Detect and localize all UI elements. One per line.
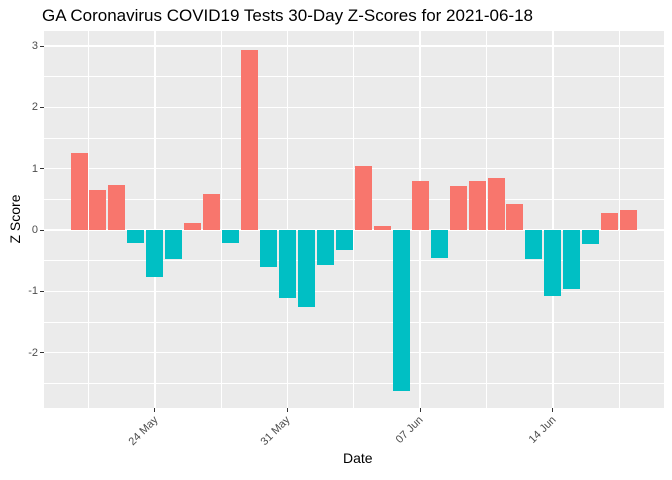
- zscore-bar: [222, 230, 240, 244]
- y-tick-label: 2: [31, 101, 38, 114]
- gridline-major-h: [43, 45, 664, 47]
- gridline-major-v: [552, 31, 554, 408]
- zscore-bar: [373, 225, 391, 230]
- gridline-major-h: [43, 229, 664, 231]
- y-tick-label: -2: [28, 346, 38, 359]
- gridline-major-h: [43, 106, 664, 109]
- y-tick-mark: [39, 168, 44, 170]
- gridline-major-v: [154, 31, 156, 408]
- zscore-bar: [241, 49, 259, 230]
- zscore-bar: [89, 189, 107, 230]
- x-tick-mark: [419, 408, 421, 412]
- zscore-bar: [203, 193, 221, 230]
- zscore-bar: [620, 209, 638, 230]
- y-tick-label: 1: [31, 162, 38, 175]
- zscore-bar: [335, 230, 353, 251]
- zscore-bar: [506, 204, 524, 230]
- zscore-bar: [279, 230, 296, 299]
- zscore-bar: [70, 152, 88, 230]
- y-tick-label: 3: [31, 40, 38, 53]
- y-tick-mark: [39, 106, 44, 108]
- zscore-bar: [544, 230, 562, 296]
- x-tick-label: 07 Jun: [393, 414, 426, 446]
- zscore-bar: [297, 230, 315, 308]
- zscore-bar: [601, 213, 619, 230]
- gridline-major-h: [43, 168, 664, 170]
- x-tick-label: 24 May: [126, 414, 161, 448]
- y-tick-mark: [39, 352, 44, 354]
- zscore-bar: [468, 180, 486, 230]
- zscore-bar: [316, 230, 334, 265]
- gridline-minor-v: [88, 31, 89, 408]
- zscore-bar: [487, 177, 505, 230]
- zscore-bar: [411, 180, 429, 230]
- y-tick-mark: [39, 290, 44, 292]
- gridline-minor-v: [486, 31, 487, 408]
- zscore-bar: [165, 230, 183, 259]
- y-tick-label: -1: [28, 285, 38, 298]
- x-tick-mark: [154, 408, 156, 412]
- x-tick-mark: [552, 408, 554, 412]
- zscore-bar: [184, 223, 202, 230]
- zscore-bar: [449, 185, 467, 230]
- x-axis-title: Date: [342, 450, 373, 466]
- zscore-bar: [430, 230, 448, 258]
- y-tick-mark: [39, 45, 44, 47]
- zscore-bar: [127, 230, 145, 244]
- gridline-minor-v: [353, 31, 355, 408]
- gridline-major-h: [43, 351, 664, 354]
- chart-title: GA Coronavirus COVID19 Tests 30-Day Z-Sc…: [42, 6, 534, 25]
- zscore-bar: [260, 230, 278, 268]
- y-axis-title: Z Score: [7, 194, 23, 244]
- zscore-bar: [108, 185, 126, 230]
- gridline-minor-v: [220, 31, 222, 408]
- zscore-bar: [354, 165, 372, 230]
- gridline-major-h: [43, 290, 664, 292]
- zscore-bar: [146, 230, 164, 277]
- x-tick-label: 14 Jun: [526, 414, 559, 446]
- gridline-major-v: [286, 31, 289, 408]
- zscore-bar: [392, 230, 410, 391]
- zscore-bar: [525, 230, 543, 260]
- x-tick-label: 31 May: [258, 414, 293, 448]
- y-tick-mark: [39, 229, 44, 231]
- y-tick-label: 0: [31, 224, 38, 236]
- gridline-minor-v: [618, 31, 620, 408]
- x-tick-mark: [287, 408, 288, 412]
- plot-panel: [43, 31, 664, 408]
- zscore-bar: [582, 230, 600, 245]
- zscore-bar: [563, 230, 581, 289]
